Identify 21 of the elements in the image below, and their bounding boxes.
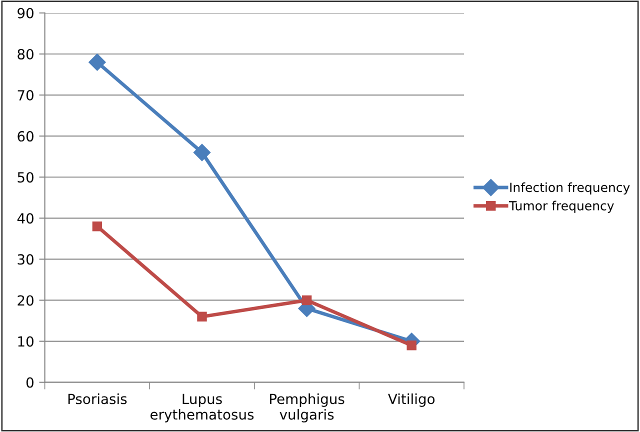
x-tick-label: Psoriasis: [68, 393, 127, 404]
y-tick-label: 0: [26, 377, 34, 388]
y-tick-label: 20: [18, 295, 34, 306]
y-tick-label: 60: [18, 131, 34, 142]
y-tick-label: 40: [17, 213, 34, 224]
y-tick-label: 90: [18, 8, 34, 18]
y-tick-label: 10: [18, 336, 34, 347]
point: [193, 144, 211, 162]
point: [197, 312, 207, 322]
x-tick-label: Pemphigus vulgaris: [270, 393, 344, 422]
y-tick-label: 30: [18, 254, 34, 265]
point: [88, 54, 106, 71]
point: [302, 295, 312, 306]
point: [92, 222, 102, 232]
y-tick-label: 50: [18, 172, 34, 183]
x-tick-label: Vitiligo: [388, 393, 435, 407]
y-tick-label: 80: [18, 48, 34, 60]
y-tick-label: 70: [18, 90, 34, 101]
legend-label: Tumor frequency: [508, 200, 614, 213]
legend-label: Infection frequency: [510, 182, 630, 195]
x-tick-label: Lupus erythematosus: [150, 394, 254, 422]
